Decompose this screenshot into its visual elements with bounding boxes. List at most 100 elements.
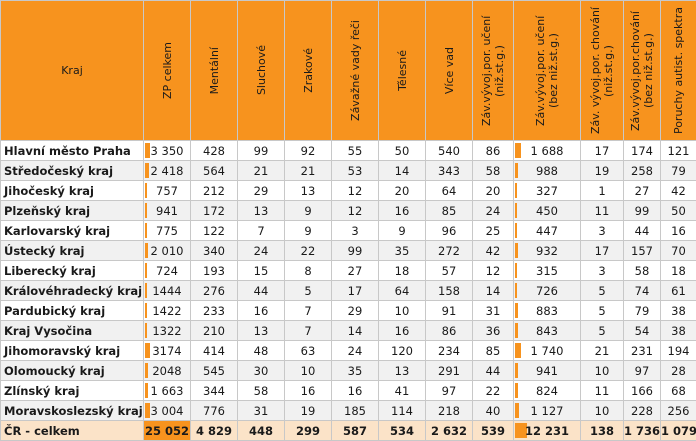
cell-value: 448 [237,420,285,441]
cell-text: 24 [485,203,501,218]
cell-value: 63 [284,340,332,361]
cell-value: 7 [237,220,285,241]
cell-value: 10 [580,400,624,421]
cell-value: 120 [378,340,426,361]
cell-value: 18 [378,260,426,281]
header-text: Poruchy autist. spektra [672,6,685,135]
cell-value: 55 [331,140,379,161]
cell-value: 231 [623,340,661,361]
cell-value: 1 079 [660,420,696,441]
cell-value: 99 [623,200,661,221]
cell-value: 233 [190,300,238,321]
region-name: Olomoucký kraj [0,360,144,381]
cell-value: 327 [513,180,581,201]
cell-value: 3174 [143,340,191,361]
cell-value: 291 [425,360,473,381]
region-name: ČR - celkem [0,420,144,441]
cell-value: 16 [660,220,696,241]
cell-value: 185 [331,400,379,421]
cell-value: 428 [190,140,238,161]
cell-value: 545 [190,360,238,381]
cell-text: 1 [598,183,606,198]
data-bar [515,283,518,298]
cell-value: 22 [472,380,514,401]
cell-value: 1 [580,180,624,201]
header-text: Více vad [442,46,456,95]
data-bar [515,423,527,438]
cell-text: 12 [347,203,363,218]
cell-text: 11 [594,203,610,218]
cell-value: 20 [378,180,426,201]
cell-text: 16 [394,323,410,338]
cell-text: 5 [304,283,312,298]
cell-text: 16 [253,303,269,318]
cell-text: 55 [347,143,363,158]
cell-value: 16 [284,380,332,401]
cell-text: 757 [156,183,178,198]
data-bar [145,263,147,278]
cell-value: 53 [331,160,379,181]
data-bar [145,143,151,158]
cell-text: 38 [671,323,686,338]
cell-text: 291 [438,363,460,378]
cell-text: 258 [631,163,653,178]
cell-text: 86 [441,323,457,338]
cell-text: 17 [347,283,363,298]
cell-value: 587 [331,420,379,441]
table-row: Karlovarský kraj 775 122 7 9 3 9 96 25 447 3 44 16 [0,220,696,241]
cell-text: 12 [347,183,363,198]
cell-text: 50 [671,203,686,218]
cell-value: 5 [580,320,624,341]
cell-value: 11 [580,200,624,221]
cell-value: 21 [580,340,624,361]
cell-text: 29 [347,303,363,318]
cell-text: 3 [351,223,359,238]
column-header: Závažné vady řeči [331,0,379,141]
cell-value: 5 [580,280,624,301]
cell-value: 86 [472,140,514,161]
cell-value: 13 [284,180,332,201]
cell-text: 68 [671,383,686,398]
cell-value: 3 [331,220,379,241]
header-row: Kraj ZP celkem Mentální Sluchové Zrakové Záva… [0,0,696,141]
cell-value: 22 [284,240,332,261]
cell-text: 58 [253,383,269,398]
cell-text: 64 [394,283,410,298]
cell-value: 315 [513,260,581,281]
cell-value: 12 [331,180,379,201]
cell-text: 86 [485,143,501,158]
cell-text: 25 [485,223,501,238]
table-body: Hlavní město Praha 3 350 428 99 92 55 50 540 86 1… [0,140,696,441]
cell-value: 2 010 [143,240,191,261]
region-name: Hlavní město Praha [0,140,144,161]
cell-text: 20 [394,183,410,198]
cell-text: 85 [485,343,501,358]
cell-value: 5 [284,280,332,301]
cell-text: 256 [667,403,690,418]
cell-value: 14 [378,160,426,181]
cell-text: 824 [536,383,558,398]
cell-value: 1 736 [623,420,661,441]
cell-text: 988 [536,163,558,178]
cell-value: 25 [472,220,514,241]
cell-text: 21 [300,163,316,178]
cell-text: 16 [300,383,316,398]
column-header: Sluchové [237,0,285,141]
cell-text: 157 [631,243,653,258]
cell-text: 53 [347,163,363,178]
cell-value: 932 [513,240,581,261]
cell-value: 58 [472,160,514,181]
cell-text: 447 [536,223,558,238]
cell-value: 15 [237,260,285,281]
cell-value: 79 [623,300,661,321]
cell-value: 218 [425,400,473,421]
cell-text: 35 [394,243,410,258]
cell-text: 9 [304,223,312,238]
cell-value: 13 [378,360,426,381]
cell-text: 340 [203,243,225,258]
cell-value: 564 [190,160,238,181]
cell-text: 12 [485,263,501,278]
cell-text: 28 [671,363,686,378]
header-text: Závažné vady řeči [348,20,362,121]
data-bar [145,363,149,378]
